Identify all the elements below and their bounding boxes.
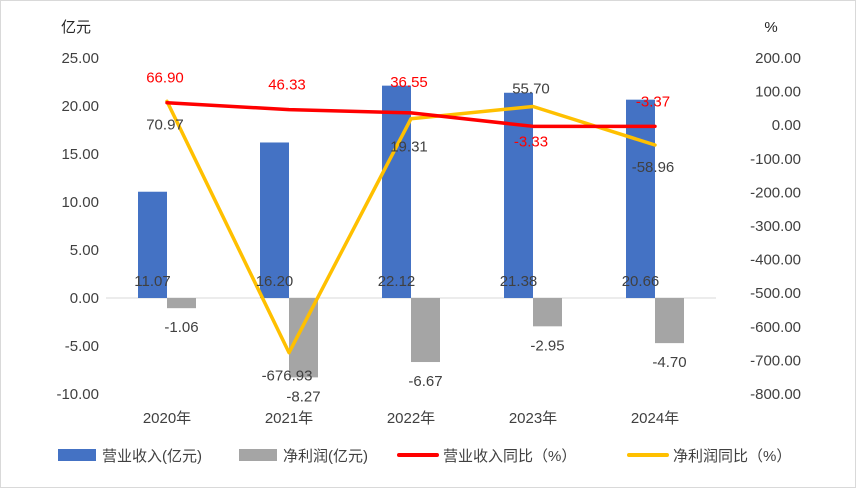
revenue-yoy-line bbox=[165, 100, 657, 129]
legend-swatch bbox=[239, 449, 277, 461]
net-profit-data-label: -4.70 bbox=[652, 354, 686, 371]
revenue-bar bbox=[382, 85, 411, 298]
revenue-bar bbox=[138, 191, 167, 298]
right-tick-label: 100.00 bbox=[755, 84, 801, 101]
right-tick-label: -600.00 bbox=[750, 319, 801, 336]
lines-layer bbox=[165, 99, 657, 355]
right-tick-label: -700.00 bbox=[750, 352, 801, 369]
left-tick-label: 10.00 bbox=[61, 194, 99, 211]
left-tick-label: 0.00 bbox=[70, 290, 99, 307]
right-tick-label: 200.00 bbox=[755, 50, 801, 67]
revenue-data-label: 20.66 bbox=[622, 273, 660, 290]
right-axis-unit: % bbox=[764, 19, 777, 36]
right-tick-label: -100.00 bbox=[750, 151, 801, 168]
revenue-yoy-data-label: -3.33 bbox=[514, 133, 548, 150]
category-label: 2020年 bbox=[143, 410, 191, 427]
revenue-bar bbox=[626, 99, 655, 298]
category-label: 2024年 bbox=[631, 410, 679, 427]
category-label: 2023年 bbox=[509, 410, 557, 427]
left-tick-label: -10.00 bbox=[56, 386, 99, 403]
net-profit-yoy-data-label: 19.31 bbox=[390, 139, 428, 156]
revenue-data-label: 16.20 bbox=[256, 273, 294, 290]
right-tick-label: -200.00 bbox=[750, 184, 801, 201]
net-profit-bar bbox=[533, 298, 562, 327]
net-profit-yoy-data-label: 55.70 bbox=[512, 80, 550, 97]
legend-label: 营业收入(亿元) bbox=[102, 448, 202, 465]
right-tick-label: -300.00 bbox=[750, 218, 801, 235]
revenue-yoy-data-label: 36.55 bbox=[390, 74, 428, 91]
net-profit-data-label: -6.67 bbox=[408, 373, 442, 390]
legend: 营业收入(亿元) 净利润(亿元) 营业收入同比（%） 净利润同比（%） bbox=[58, 448, 791, 465]
right-tick-label: -400.00 bbox=[750, 252, 801, 269]
legend-label: 营业收入同比（%） bbox=[443, 448, 576, 465]
revenue-data-label: 21.38 bbox=[500, 273, 538, 290]
left-tick-label: 5.00 bbox=[70, 242, 99, 259]
legend-swatch bbox=[58, 449, 96, 461]
net-profit-data-label: -8.27 bbox=[286, 388, 320, 405]
net-profit-bar bbox=[289, 298, 318, 378]
revenue-data-label: 22.12 bbox=[378, 273, 416, 290]
revenue-data-label: 11.07 bbox=[134, 273, 170, 290]
right-tick-label: 0.00 bbox=[772, 117, 801, 134]
left-tick-label: 15.00 bbox=[61, 146, 99, 163]
net-profit-yoy-line bbox=[165, 99, 657, 355]
left-axis-unit: 亿元 bbox=[61, 19, 91, 36]
net-profit-bar bbox=[655, 298, 684, 344]
left-tick-label: 20.00 bbox=[61, 98, 99, 115]
left-tick-label: -5.00 bbox=[65, 338, 99, 355]
axes-layer: 亿元 % -10.00 -5.00 0.00 5.00 10.00 15.00 20.00 25.… bbox=[56, 19, 801, 427]
revenue-bar bbox=[260, 142, 289, 298]
revenue-yoy-data-label: -3.37 bbox=[636, 93, 670, 110]
data-labels-layer: 11.07 16.20 22.12 21.38 20.66 -1.06 -8.27 -6.67… bbox=[134, 70, 686, 406]
category-label: 2022年 bbox=[387, 410, 435, 427]
net-profit-yoy-data-label: -58.96 bbox=[632, 159, 675, 176]
net-profit-yoy-data-label: 70.97 bbox=[146, 116, 184, 133]
bars-layer bbox=[138, 85, 684, 378]
legend-label: 净利润同比（%） bbox=[673, 448, 791, 465]
legend-label: 净利润(亿元) bbox=[283, 448, 368, 465]
net-profit-data-label: -2.95 bbox=[530, 337, 564, 354]
revenue-yoy-data-label: 46.33 bbox=[268, 77, 306, 94]
revenue-yoy-data-label: 66.90 bbox=[146, 70, 184, 87]
left-tick-label: 25.00 bbox=[61, 50, 99, 67]
right-tick-label: -800.00 bbox=[750, 386, 801, 403]
net-profit-bar bbox=[167, 298, 196, 309]
net-profit-yoy-data-label: -676.93 bbox=[262, 368, 313, 385]
category-label: 2021年 bbox=[265, 410, 313, 427]
right-tick-label: -500.00 bbox=[750, 285, 801, 302]
net-profit-bar bbox=[411, 298, 440, 363]
net-profit-data-label: -1.06 bbox=[164, 319, 198, 336]
